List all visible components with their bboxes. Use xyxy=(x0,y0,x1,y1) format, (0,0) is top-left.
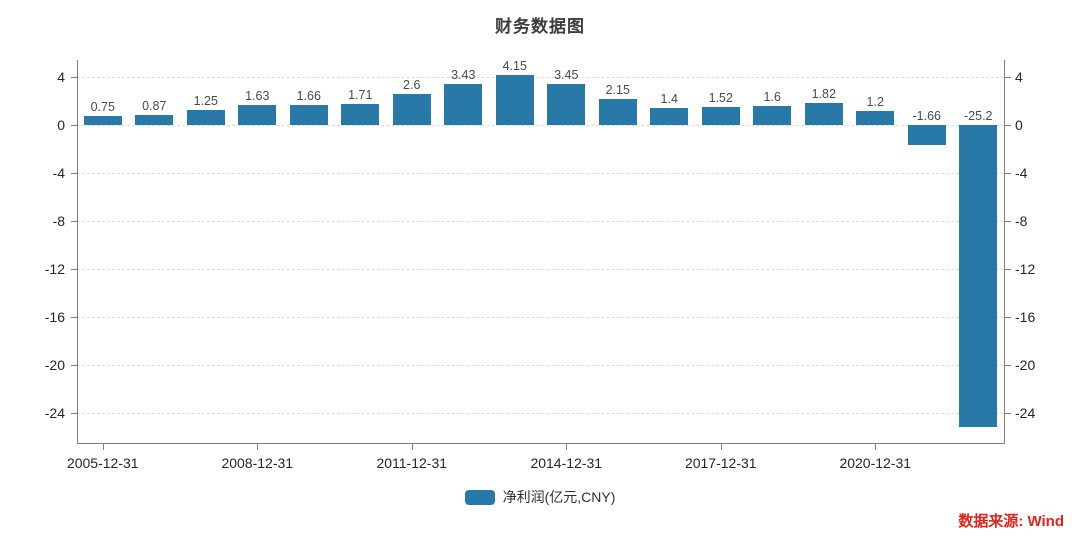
bar-value-label: 1.25 xyxy=(193,94,218,108)
legend-swatch xyxy=(464,489,495,505)
bar-value-label: -25.2 xyxy=(964,109,993,123)
y-tick-label-right: -24 xyxy=(1015,405,1036,421)
bar xyxy=(856,110,895,125)
y-tick-label-right: 0 xyxy=(1015,117,1023,133)
bar-value-label: 0.87 xyxy=(142,98,167,113)
y-tick-label-right: -16 xyxy=(1015,309,1036,325)
x-tick-mark xyxy=(720,444,722,450)
bar-value-label: 1.4 xyxy=(660,92,678,107)
bar xyxy=(598,99,637,125)
axis-bottom xyxy=(77,443,1005,444)
bar-value-label: 3.45 xyxy=(554,67,579,82)
y-tick-mark-right xyxy=(1005,269,1011,270)
bar-value-label: 0.75 xyxy=(90,100,115,114)
bar-value-label: 3.43 xyxy=(451,67,476,82)
x-tick-label: 2020-12-31 xyxy=(839,455,912,471)
y-tick-label-left: -20 xyxy=(44,357,65,373)
y-tick-mark-left xyxy=(71,365,77,366)
y-tick-mark-right xyxy=(1005,413,1011,414)
y-tick-label-right: -12 xyxy=(1015,261,1036,277)
y-tick-mark-left xyxy=(71,413,77,414)
y-tick-label-right: -8 xyxy=(1015,213,1028,229)
y-tick-mark-left xyxy=(71,317,77,318)
bar-value-label: 1.2 xyxy=(866,94,884,109)
y-tick-label-left: -12 xyxy=(44,261,65,277)
y-tick-mark-right xyxy=(1005,125,1011,126)
x-tick-label: 2017-12-31 xyxy=(684,455,757,471)
bar xyxy=(135,114,174,125)
x-tick-label: 2005-12-31 xyxy=(66,455,139,471)
x-tick-mark xyxy=(875,444,877,450)
y-tick-label-left: 4 xyxy=(57,69,65,85)
bar xyxy=(959,125,998,428)
bar-value-label: 2.15 xyxy=(605,83,630,98)
y-tick-mark-left xyxy=(71,221,77,222)
legend-label: 净利润(亿元,CNY) xyxy=(502,489,616,505)
y-tick-mark-left xyxy=(71,173,77,174)
y-tick-label-right: 4 xyxy=(1015,69,1023,85)
y-tick-mark-right xyxy=(1005,317,1011,318)
y-tick-label-left: -8 xyxy=(52,213,65,229)
bar xyxy=(804,103,843,125)
y-tick-mark-right xyxy=(1005,173,1011,174)
bar xyxy=(289,105,328,125)
y-tick-mark-left xyxy=(71,77,77,78)
x-tick-mark xyxy=(566,444,568,450)
y-tick-mark-left xyxy=(71,269,77,270)
gridline xyxy=(77,365,1004,366)
bar xyxy=(495,75,534,125)
axis-right xyxy=(1004,60,1005,443)
gridline xyxy=(77,77,1004,78)
y-tick-mark-right xyxy=(1005,77,1011,78)
bar xyxy=(392,93,431,125)
y-tick-label-left: -16 xyxy=(44,309,65,325)
bar xyxy=(753,105,792,125)
y-tick-label-right: -20 xyxy=(1015,357,1036,373)
gridline xyxy=(77,317,1004,318)
chart-title: 财务数据图 xyxy=(495,17,585,36)
bar-value-label: 2.6 xyxy=(403,77,421,92)
bar xyxy=(701,106,740,125)
bar-value-label: 1.66 xyxy=(296,89,321,104)
bar-value-label: 1.52 xyxy=(708,90,733,105)
y-tick-label-right: -4 xyxy=(1015,165,1028,181)
bar-value-label: 1.6 xyxy=(763,89,781,104)
bar-value-label: -1.66 xyxy=(912,109,942,123)
gridline xyxy=(77,413,1004,414)
y-tick-label-left: 0 xyxy=(57,117,65,133)
gridline xyxy=(77,269,1004,270)
bar xyxy=(238,105,277,125)
bar-value-label: 1.71 xyxy=(348,88,373,103)
bar xyxy=(907,125,946,145)
bar xyxy=(444,83,483,125)
bar-value-label: 1.82 xyxy=(811,87,836,102)
x-tick-mark xyxy=(411,444,413,450)
bar-value-label: 1.63 xyxy=(245,89,270,104)
x-tick-label: 2008-12-31 xyxy=(221,455,294,471)
gridline xyxy=(77,125,1004,126)
data-source-note: 数据来源: Wind xyxy=(958,513,1064,530)
y-tick-label-left: -4 xyxy=(52,165,65,181)
x-tick-label: 2014-12-31 xyxy=(530,455,603,471)
bar xyxy=(650,108,689,125)
x-tick-mark xyxy=(102,444,104,450)
axis-left xyxy=(77,60,78,443)
gridline xyxy=(77,221,1004,222)
y-tick-label-left: -24 xyxy=(44,405,65,421)
bar xyxy=(341,104,380,125)
y-tick-mark-right xyxy=(1005,365,1011,366)
bar xyxy=(83,116,122,125)
bar xyxy=(547,83,586,125)
legend: 净利润(亿元,CNY) xyxy=(0,487,1080,507)
y-tick-mark-right xyxy=(1005,221,1011,222)
gridline xyxy=(77,173,1004,174)
x-tick-label: 2011-12-31 xyxy=(376,455,448,471)
y-tick-mark-left xyxy=(71,125,77,126)
bar-value-label: 4.15 xyxy=(502,59,527,74)
bar xyxy=(186,110,225,125)
x-tick-mark xyxy=(257,444,259,450)
